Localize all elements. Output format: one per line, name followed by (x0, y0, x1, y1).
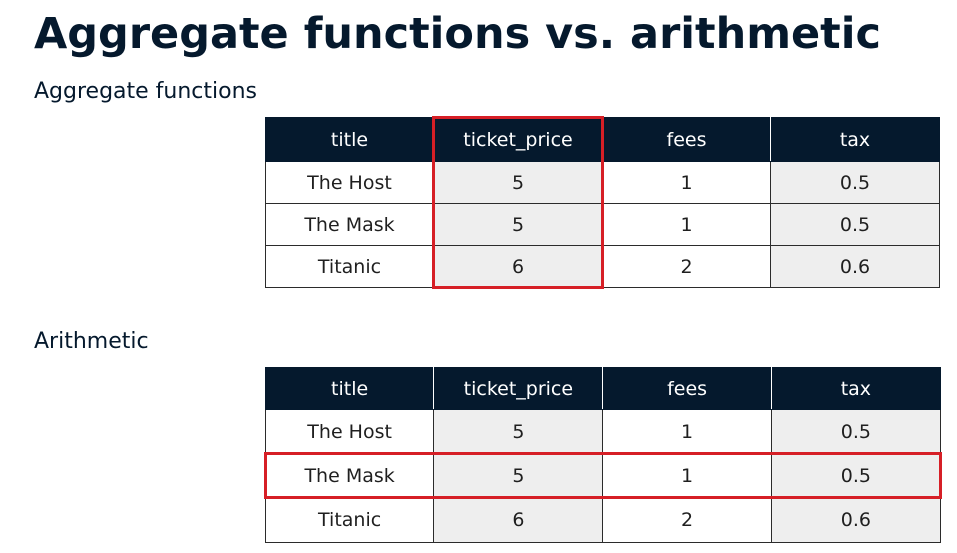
column-header-ticket-price: ticket_price (433, 117, 603, 162)
table-cell-fees: 1 (602, 203, 771, 246)
table-cell-ticket-price: 5 (433, 408, 604, 455)
table-row: Titanic 6 2 0.6 (264, 497, 942, 544)
table-cell-ticket-price: 6 (433, 245, 603, 288)
table-header-row: title ticket_price fees tax (264, 367, 942, 410)
arithmetic-table: title ticket_price fees tax The Host 5 1… (264, 367, 942, 544)
table-cell-title: Titanic (264, 497, 435, 544)
table-cell-tax: 0.5 (770, 203, 940, 246)
table-cell-ticket-price: 5 (433, 453, 604, 499)
table-cell-ticket-price: 6 (433, 497, 604, 544)
table-row: The Mask 5 1 0.5 (264, 453, 942, 499)
column-header-tax: tax (770, 367, 942, 410)
table-cell-fees: 1 (602, 161, 771, 204)
aggregate-functions-table: title ticket_price fees tax The Host 5 1… (265, 117, 940, 288)
column-header-title: title (265, 117, 434, 162)
table-cell-title: Titanic (265, 245, 434, 288)
table-row: The Mask 5 1 0.5 (265, 203, 940, 246)
section-label-aggregate-functions: Aggregate functions (34, 79, 258, 104)
table-row: Titanic 6 2 0.6 (265, 245, 940, 288)
arithmetic-table-container: title ticket_price fees tax The Host 5 1… (264, 367, 942, 544)
aggregate-table: title ticket_price fees tax The Host 5 1… (265, 117, 940, 288)
table-cell-fees: 2 (602, 245, 771, 288)
table-cell-title: The Mask (264, 453, 435, 499)
table-cell-tax: 0.5 (770, 408, 942, 455)
table-row: The Host 5 1 0.5 (264, 408, 942, 455)
table-cell-fees: 1 (602, 453, 772, 499)
column-header-fees: fees (602, 367, 772, 410)
table-cell-title: The Host (264, 408, 435, 455)
column-header-ticket-price: ticket_price (433, 367, 604, 410)
table-cell-fees: 2 (602, 497, 772, 544)
table-cell-tax: 0.6 (770, 497, 942, 544)
table-row: The Host 5 1 0.5 (265, 161, 940, 204)
table-cell-tax: 0.6 (770, 245, 940, 288)
table-header-row: title ticket_price fees tax (265, 117, 940, 162)
column-header-tax: tax (770, 117, 940, 162)
table-cell-ticket-price: 5 (433, 203, 603, 246)
page-title: Aggregate functions vs. arithmetic (34, 9, 881, 59)
table-cell-ticket-price: 5 (433, 161, 603, 204)
table-cell-fees: 1 (602, 408, 772, 455)
column-header-title: title (264, 367, 435, 410)
table-cell-tax: 0.5 (770, 161, 940, 204)
column-header-fees: fees (602, 117, 771, 162)
table-cell-title: The Host (265, 161, 434, 204)
table-cell-title: The Mask (265, 203, 434, 246)
section-label-arithmetic: Arithmetic (34, 329, 149, 354)
table-cell-tax: 0.5 (770, 453, 942, 499)
